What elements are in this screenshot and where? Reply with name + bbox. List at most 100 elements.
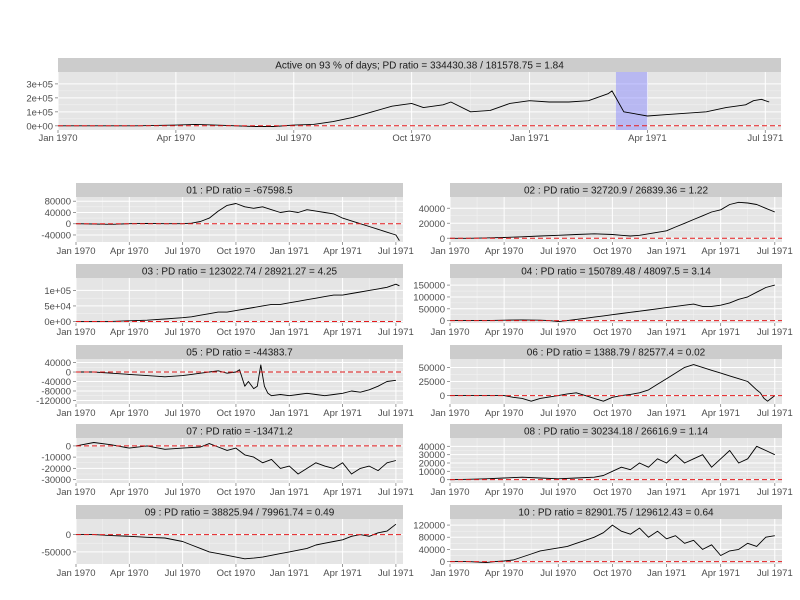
x-tick-label: Jan 1971 <box>510 133 549 144</box>
x-tick-label: Jul 1970 <box>165 568 201 579</box>
y-tick-label: -30000 <box>41 475 71 486</box>
series-line <box>450 364 776 402</box>
x-tick-label: Oct 1970 <box>593 568 632 579</box>
facet-title: 02 : PD ratio = 32720.9 / 26839.36 = 1.2… <box>524 186 708 197</box>
facet-strip <box>76 345 403 359</box>
highlight-band <box>615 72 648 130</box>
facet-title: 07 : PD ratio = -13471.2 <box>186 427 293 438</box>
plot-panel <box>450 519 782 564</box>
y-tick-label: -120000 <box>36 396 71 407</box>
x-tick-label: Oct 1970 <box>217 568 256 579</box>
y-tick-label: -10000 <box>41 453 71 464</box>
y-tick-label: 0e+00 <box>44 317 71 328</box>
y-tick-label: -80000 <box>41 386 71 397</box>
x-tick-label: Apr 1970 <box>485 487 524 498</box>
x-tick-label: Jul 1970 <box>540 408 576 419</box>
x-tick-label: Jul 1970 <box>540 246 576 257</box>
panel-08: 08 : PD ratio = 30234.18 / 26616.9 = 1.1… <box>419 424 793 498</box>
facet-strip <box>76 264 403 278</box>
panel-02: 02 : PD ratio = 32720.9 / 26839.36 = 1.2… <box>419 183 793 257</box>
y-tick-label: 2e+05 <box>26 93 53 104</box>
x-tick-label: Jul 1971 <box>378 246 414 257</box>
y-tick-label: 40000 <box>419 204 445 215</box>
y-tick-label: 30000 <box>419 450 445 461</box>
y-tick-label: 50000 <box>419 363 445 374</box>
y-tick-label: 0e+00 <box>26 121 53 132</box>
x-tick-label: Oct 1970 <box>593 487 632 498</box>
facet-strip <box>450 264 782 278</box>
facet-strip <box>450 345 782 359</box>
x-tick-label: Apr 1970 <box>110 327 149 338</box>
x-tick-label: Apr 1970 <box>485 327 524 338</box>
x-tick-label: Jul 1970 <box>540 568 576 579</box>
x-tick-label: Jul 1970 <box>165 487 201 498</box>
x-tick-label: Oct 1970 <box>593 327 632 338</box>
x-tick-label: Jul 1971 <box>757 568 793 579</box>
x-tick-label: Apr 1971 <box>701 327 740 338</box>
plot-panel <box>76 438 403 483</box>
x-tick-label: Apr 1970 <box>485 246 524 257</box>
y-tick-label: 100000 <box>413 292 445 303</box>
y-tick-label: 80000 <box>419 533 445 544</box>
facet-title: 04 : PD ratio = 150789.48 / 48097.5 = 3.… <box>521 267 711 278</box>
y-tick-label: 0 <box>66 530 71 541</box>
y-tick-label: 40000 <box>45 208 71 219</box>
x-tick-label: Jul 1970 <box>540 487 576 498</box>
y-tick-label: 0 <box>66 219 71 230</box>
panel-01: 01 : PD ratio = -67598.5 Jan 1970 Apr 1970… <box>41 183 414 257</box>
facet-title: 08 : PD ratio = 30234.18 / 26616.9 = 1.1… <box>524 427 708 438</box>
x-tick-label: Jul 1971 <box>757 327 793 338</box>
x-tick-label: Jan 1971 <box>270 246 309 257</box>
series-line <box>450 201 775 239</box>
x-tick-label: Jan 1971 <box>647 408 686 419</box>
x-tick-label: Jan 1971 <box>647 568 686 579</box>
series-line <box>75 442 397 475</box>
x-tick-label: Apr 1970 <box>110 408 149 419</box>
x-tick-label: Apr 1970 <box>157 133 196 144</box>
plot-panel <box>58 72 781 130</box>
x-tick-label: Jan 1970 <box>430 246 469 257</box>
x-tick-label: Oct 1970 <box>217 246 256 257</box>
x-tick-label: Jan 1970 <box>56 408 95 419</box>
x-tick-label: Jan 1971 <box>270 487 309 498</box>
facet-strip <box>450 424 782 438</box>
facet-title: 06 : PD ratio = 1388.79 / 82577.4 = 0.02 <box>527 348 706 359</box>
facet-title: 03 : PD ratio = 123022.74 / 28921.27 = 4… <box>142 267 338 278</box>
x-tick-label: Jul 1970 <box>165 246 201 257</box>
x-tick-label: Oct 1970 <box>217 487 256 498</box>
y-tick-label: 20000 <box>419 459 445 470</box>
y-tick-label: 40000 <box>419 545 445 556</box>
panel-07: 07 : PD ratio = -13471.2 Jan 1970 Apr 1970… <box>41 424 414 498</box>
y-tick-label: 25000 <box>419 377 445 388</box>
x-tick-label: Jan 1970 <box>430 408 469 419</box>
x-tick-label: Jul 1971 <box>747 133 783 144</box>
y-tick-label: 0 <box>440 316 445 327</box>
x-tick-label: Apr 1970 <box>485 568 524 579</box>
x-tick-label: Oct 1970 <box>593 246 632 257</box>
y-tick-label: -50000 <box>41 547 71 558</box>
y-tick-label: 1e+05 <box>26 107 53 118</box>
x-tick-label: Apr 1970 <box>110 568 149 579</box>
y-tick-label: 10000 <box>419 467 445 478</box>
y-tick-label: 1e+05 <box>44 286 71 297</box>
x-tick-label: Jan 1971 <box>647 327 686 338</box>
facet-strip <box>450 505 782 519</box>
x-tick-label: Apr 1971 <box>701 568 740 579</box>
y-tick-label: 0 <box>440 475 445 486</box>
x-tick-label: Jan 1970 <box>56 568 95 579</box>
series-line <box>76 364 396 397</box>
x-tick-label: Apr 1971 <box>323 487 362 498</box>
x-tick-label: Jan 1970 <box>56 487 95 498</box>
x-tick-label: Jul 1971 <box>757 408 793 419</box>
y-tick-label: -20000 <box>41 464 71 475</box>
y-tick-label: 150000 <box>413 281 445 292</box>
x-tick-label: Jan 1970 <box>430 327 469 338</box>
y-tick-label: 0 <box>66 441 71 452</box>
panel-04: 04 : PD ratio = 150789.48 / 48097.5 = 3.… <box>413 264 793 338</box>
panel-06: 06 : PD ratio = 1388.79 / 82577.4 = 0.02… <box>419 345 793 419</box>
y-tick-label: -40000 <box>41 377 71 388</box>
series-line <box>76 523 397 560</box>
x-tick-label: Apr 1971 <box>701 487 740 498</box>
x-tick-label: Jan 1971 <box>647 246 686 257</box>
x-tick-label: Jan 1971 <box>647 487 686 498</box>
